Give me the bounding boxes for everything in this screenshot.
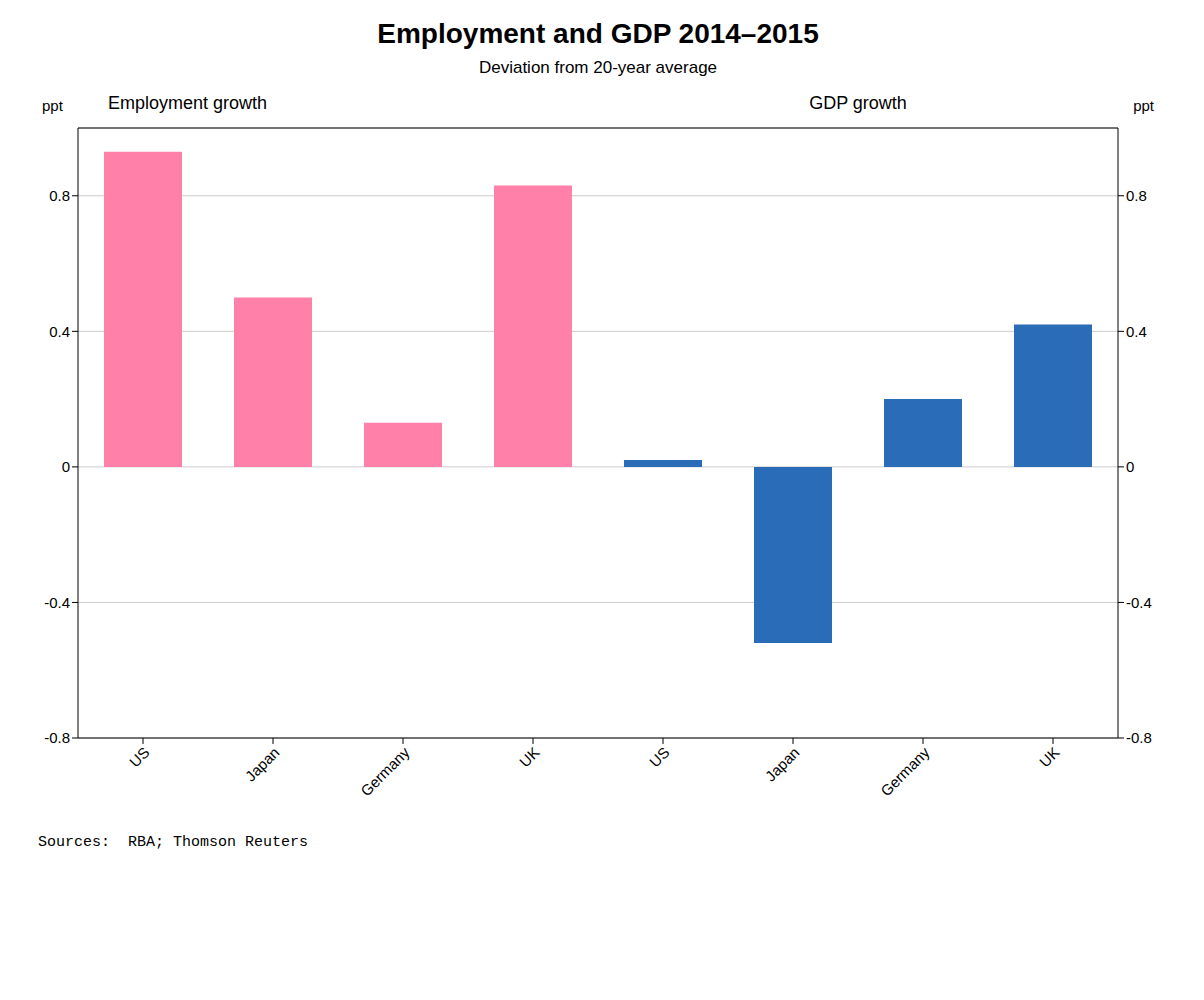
- html-text:Employment growth: Employment growth: [108, 93, 268, 113]
- html-text:ppt: ppt: [42, 97, 63, 114]
- svg-text:Japan: Japan: [242, 744, 283, 785]
- svg-text:Germany: Germany: [357, 743, 413, 799]
- svg-text:-0.8: -0.8: [44, 729, 70, 746]
- html-text:Sources: RBA; Thomson Reuters: Sources: RBA; Thomson Reuters: [38, 834, 308, 851]
- svg-text:US: US: [646, 744, 673, 771]
- svg-text:0: 0: [62, 458, 70, 475]
- svg-text:0: 0: [1126, 458, 1134, 475]
- svg-text:0.4: 0.4: [1126, 323, 1147, 340]
- html-text:GDP growth: GDP growth: [809, 93, 907, 113]
- html-text:ppt: ppt: [1133, 97, 1154, 114]
- html-text:Deviation from 20-year average: Deviation from 20-year average: [478, 58, 718, 77]
- svg-text:0.4: 0.4: [49, 323, 70, 340]
- svg-text:UK: UK: [1036, 744, 1063, 771]
- svg-text:-0.4: -0.4: [44, 594, 70, 611]
- svg-text:US: US: [126, 744, 153, 771]
- svg-text:-0.8: -0.8: [1126, 729, 1152, 746]
- svg-text:-0.4: -0.4: [1126, 594, 1152, 611]
- html-text:Employment and GDP 2014–2015: Employment and GDP 2014–2015: [377, 18, 819, 49]
- svg-text:UK: UK: [516, 744, 543, 771]
- svg-text:Germany: Germany: [877, 743, 933, 799]
- svg-text:0.8: 0.8: [1126, 187, 1147, 204]
- svg-text:0.8: 0.8: [49, 187, 70, 204]
- svg-text:Japan: Japan: [762, 744, 803, 785]
